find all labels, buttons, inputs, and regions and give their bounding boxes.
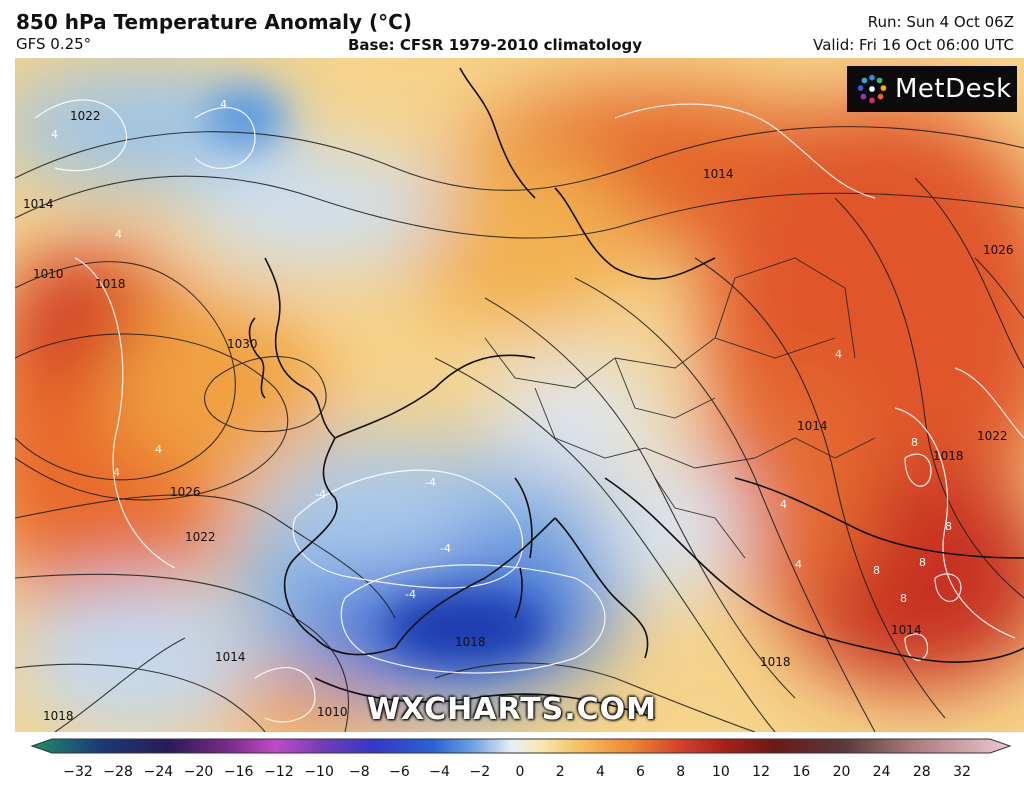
legend-tick-label: −12 — [264, 764, 294, 780]
isobar-label: 1022 — [185, 530, 216, 544]
legend-tick-label: 2 — [556, 764, 565, 780]
legend-tick-label: 32 — [953, 764, 971, 780]
legend-tick-label: −28 — [103, 764, 133, 780]
legend-tick-label: −10 — [304, 764, 334, 780]
model-label: GFS 0.25° — [16, 35, 92, 53]
isobar-label: 1014 — [891, 623, 922, 637]
valid-time-label: Valid: Fri 16 Oct 06:00 UTC — [813, 36, 1014, 54]
isobar-label: 1014 — [215, 650, 246, 664]
climatology-base-label: Base: CFSR 1979-2010 climatology — [348, 36, 643, 54]
legend-tick-label: 28 — [913, 764, 931, 780]
legend-tick-label: 0 — [516, 764, 525, 780]
isobar-label: 1010 — [33, 267, 64, 281]
anomaly-label: 4 — [220, 98, 227, 111]
legend-tick-label: 4 — [596, 764, 605, 780]
legend-tick-label: 8 — [676, 764, 685, 780]
isobar-label: 1010 — [317, 705, 348, 719]
metdesk-logo-icon — [857, 74, 887, 104]
isobar-label: 1018 — [760, 655, 791, 669]
legend-tick-label: −2 — [469, 764, 490, 780]
metdesk-logo: MetDesk — [847, 66, 1017, 112]
isobar-label: 1014 — [703, 167, 734, 181]
anomaly-label: 8 — [911, 436, 918, 449]
legend-tick-label: −8 — [349, 764, 370, 780]
anomaly-label: 4 — [113, 466, 120, 479]
color-scale-legend: −32 −28 −24 −20 −16 −12 −10 −8 −6 −4 −2 0 2 4 6 8 10 12 16… — [0, 734, 1024, 782]
isobar-label: 1014 — [23, 197, 54, 211]
anomaly-label: 8 — [919, 556, 926, 569]
isobar-label: 1018 — [43, 709, 74, 723]
anomaly-label: 4 — [51, 128, 58, 141]
legend-tick-label: −16 — [224, 764, 254, 780]
legend-tick-label: −4 — [429, 764, 450, 780]
anomaly-label: 4 — [795, 558, 802, 571]
anomaly-label: 8 — [945, 520, 952, 533]
watermark: WXCHARTS.COM — [366, 692, 658, 727]
anomaly-label: 4 — [780, 498, 787, 511]
legend-tick-label: 16 — [792, 764, 810, 780]
isobar-label: 1026 — [170, 485, 201, 499]
chart-title: 850 hPa Temperature Anomaly (°C) — [16, 10, 412, 34]
anomaly-map[interactable]: 1022 1014 1010 1018 1030 1026 1022 1014 … — [15, 58, 1024, 732]
isobar-label: 1022 — [977, 429, 1008, 443]
legend-tick-label: 6 — [636, 764, 645, 780]
isobar-label: 1014 — [797, 419, 828, 433]
legend-tick-label: 20 — [833, 764, 851, 780]
legend-tick-label: −24 — [144, 764, 174, 780]
anomaly-label: 4 — [155, 443, 162, 456]
anomaly-label: 4 — [115, 228, 122, 241]
chart-header: 850 hPa Temperature Anomaly (°C) GFS 0.2… — [0, 0, 1024, 58]
isobar-label: 1030 — [227, 337, 258, 351]
isobar-label: 1018 — [95, 277, 126, 291]
anomaly-label: -4 — [405, 588, 416, 601]
run-time-label: Run: Sun 4 Oct 06Z — [867, 13, 1014, 31]
isobar-label: 1026 — [983, 243, 1014, 257]
anomaly-label: -4 — [425, 476, 436, 489]
anomaly-label: -4 — [315, 488, 326, 501]
isobar-label: 1018 — [455, 635, 486, 649]
legend-color-bar — [30, 738, 1012, 754]
legend-tick-label: 10 — [712, 764, 730, 780]
legend-tick-label: −32 — [63, 764, 93, 780]
anomaly-label: 4 — [835, 348, 842, 361]
isobar-label: 1022 — [70, 109, 101, 123]
anomaly-label: 8 — [873, 564, 880, 577]
anomaly-label: 8 — [900, 592, 907, 605]
legend-tick-label: −6 — [389, 764, 410, 780]
legend-tick-label: 24 — [873, 764, 891, 780]
logo-text: MetDesk — [895, 74, 1012, 104]
anomaly-label: -4 — [440, 542, 451, 555]
legend-tick-label: 12 — [752, 764, 770, 780]
isobar-label: 1018 — [933, 449, 964, 463]
legend-tick-label: −20 — [184, 764, 214, 780]
